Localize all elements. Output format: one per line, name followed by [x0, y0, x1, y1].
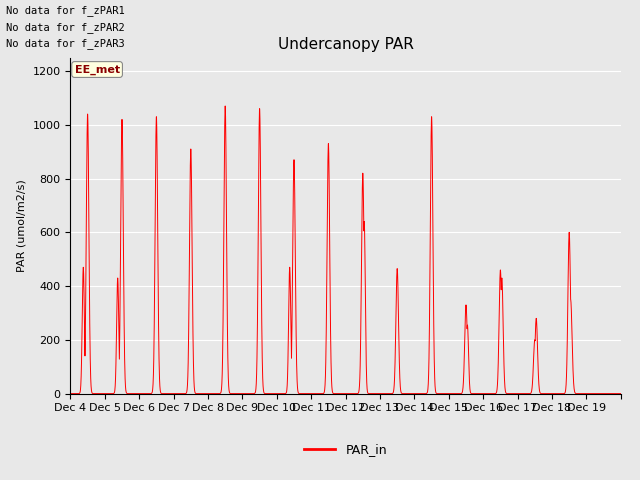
Text: No data for f_zPAR1: No data for f_zPAR1	[6, 5, 125, 16]
Text: No data for f_zPAR3: No data for f_zPAR3	[6, 38, 125, 49]
Legend: PAR_in: PAR_in	[299, 438, 392, 461]
Text: EE_met: EE_met	[74, 64, 120, 75]
Title: Undercanopy PAR: Undercanopy PAR	[278, 37, 413, 52]
Text: No data for f_zPAR2: No data for f_zPAR2	[6, 22, 125, 33]
Y-axis label: PAR (umol/m2/s): PAR (umol/m2/s)	[17, 179, 27, 272]
